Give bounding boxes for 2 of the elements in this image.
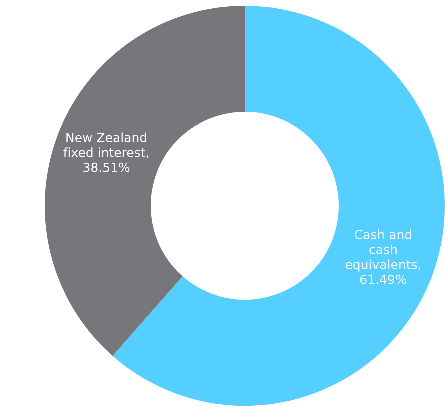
slice-label: Cash and cash equivalents, 61.49%	[346, 230, 421, 284]
slice-label: New Zealand fixed interest, 38.51%	[64, 132, 149, 172]
